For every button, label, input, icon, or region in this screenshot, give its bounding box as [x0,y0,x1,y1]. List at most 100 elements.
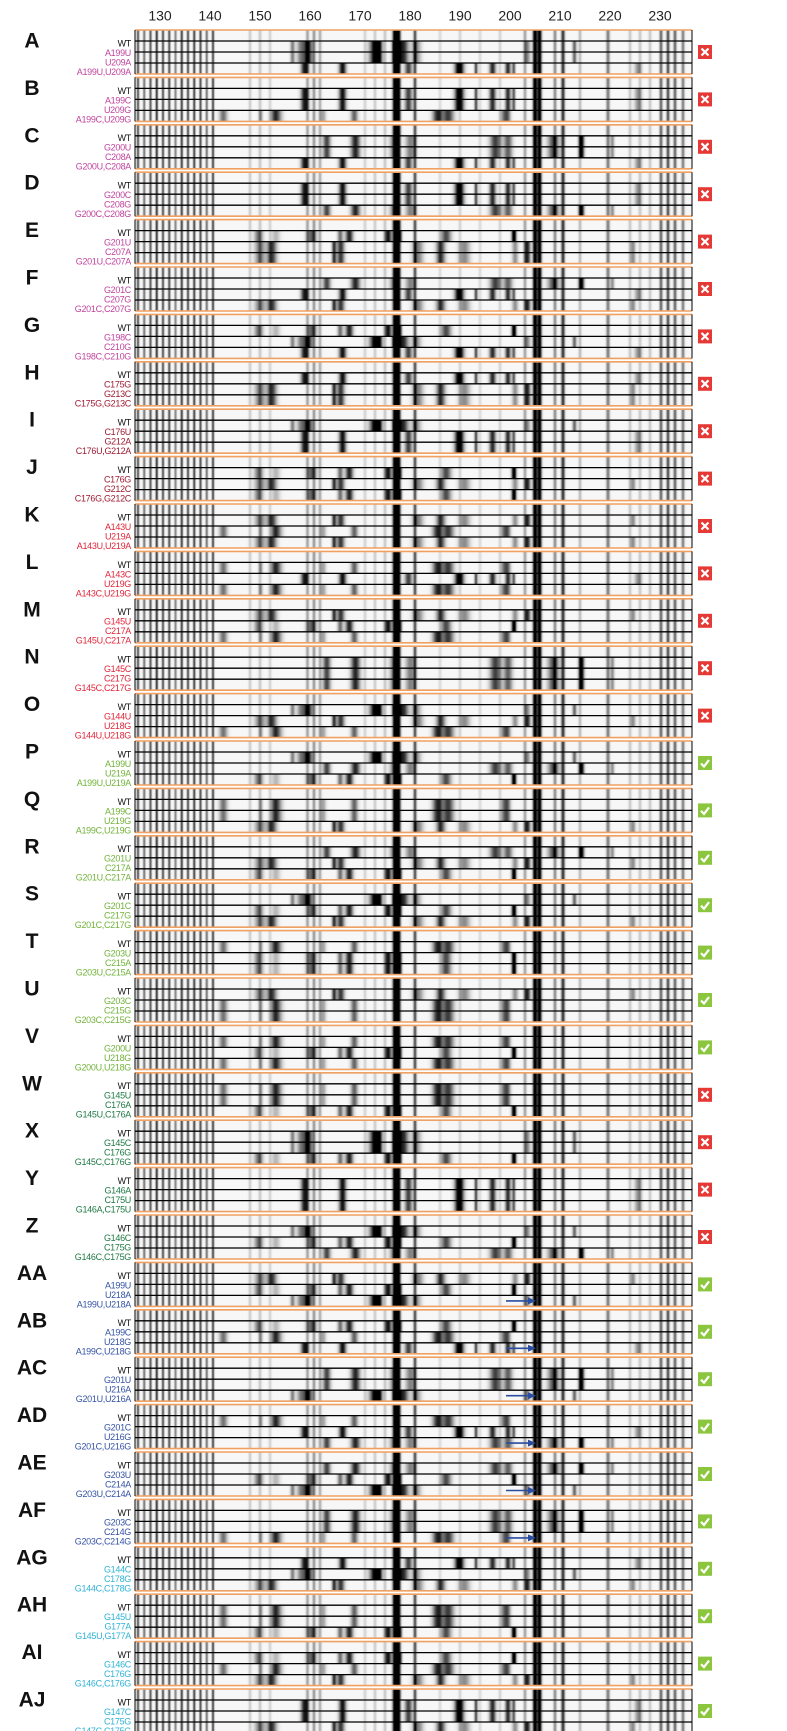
gel-lane [135,1663,692,1675]
pass-icon-check [700,996,710,1006]
panel-letter: C [24,124,39,147]
lane-label: A199C [105,95,132,105]
lane-label: G144U [104,711,131,721]
gel-lane [135,846,692,858]
lane-label: WT [118,1223,132,1233]
fail-icon-cross [700,1232,710,1242]
lane-label: G146A,C175U [76,1204,131,1214]
lane-label: G212A [104,437,131,447]
lane-label: WT [118,607,132,617]
lane-label: U209G [104,105,131,115]
gel-lane [135,124,692,136]
pass-icon [698,803,712,818]
gel-lane [135,1415,692,1427]
gel-lane [135,573,692,585]
lane-label: U218G [104,1337,131,1347]
lane-label: A199U,U218A [77,1299,132,1309]
lane-label: G145U,G177A [75,1631,131,1641]
gel-lane [135,420,692,432]
lane-label: WT [118,1555,132,1565]
fail-icon-cross [700,284,710,294]
gel-lane [135,241,692,253]
lane-label: G145U [104,1091,131,1101]
gel-lane [135,1153,692,1165]
gel-lane [135,526,692,537]
gel-lane [135,631,692,643]
pass-icon-check [700,1280,710,1290]
lane-label: WT [118,418,132,428]
lane-label: C217G [104,674,131,684]
gel-lane [135,1532,692,1544]
pass-icon-check [700,1422,710,1432]
gel-lane [135,1226,692,1237]
gel-lane [135,857,692,869]
gel-lane [135,1510,692,1522]
fail-icon-cross [700,142,710,152]
gel-lane [135,810,692,822]
gel-lane [135,1215,692,1226]
lane-label: G203U,C215A [76,967,132,977]
fail-icon-cross [700,474,710,483]
panel-letter: AA [17,1262,47,1285]
gel-lane [135,1131,692,1143]
gel-lane [135,1000,692,1011]
gel-lane [135,1083,692,1095]
lane-label: G146C [104,1659,132,1669]
pass-icon [698,1419,712,1434]
gel-lane [135,110,692,122]
lane-label: G200U,U218G [75,1062,132,1072]
x-tick-label: 180 [398,8,422,24]
lane-label: A199U,U209A [77,67,132,77]
gel-lane [135,442,692,454]
gel-lane [135,205,692,217]
lane-label: G145C [104,1138,132,1148]
gel-lane [135,1284,692,1296]
lane-label: G203C,C214G [75,1536,132,1546]
panel-letter: AI [22,1641,43,1664]
lane-label: G198C,C210G [75,351,132,361]
lane-label: C207A [105,247,131,257]
panel-letter: F [26,267,39,290]
lane-label: G200U,C208A [76,162,132,172]
lane-label: G201U [104,237,131,247]
gel-lane [135,704,692,716]
lane-label: WT [118,1081,132,1091]
lane-label: G201C,U216G [75,1441,132,1451]
pass-icon [698,1040,712,1055]
pass-icon [698,1704,712,1718]
lane-label: U219G [104,579,131,589]
lane-label: C215A [105,958,131,968]
lane-label: WT [118,275,132,285]
gel-lane [135,278,692,289]
lane-label: A199U,U219A [77,778,132,788]
gel-lane [135,963,692,975]
lane-label: C208A [105,152,131,162]
lane-label: A199U [105,759,131,769]
x-tick-label: 230 [648,8,672,24]
gel-lane [135,1568,692,1580]
arrow-head [528,1439,536,1447]
gel-lane [135,1120,692,1132]
lane-label: U218G [104,721,131,731]
gel-lane [135,1546,692,1558]
lane-label: G200U [104,1043,131,1053]
lane-label: G144C,C178G [75,1584,132,1594]
lane-label: C214G [104,1527,131,1537]
lane-label: A143U [105,522,131,532]
pass-icon [698,1372,712,1387]
panel-letter: AJ [19,1689,46,1712]
lane-label: WT [118,1508,132,1518]
lane-label: G146C [104,1233,132,1243]
gel-lane [135,1167,692,1179]
